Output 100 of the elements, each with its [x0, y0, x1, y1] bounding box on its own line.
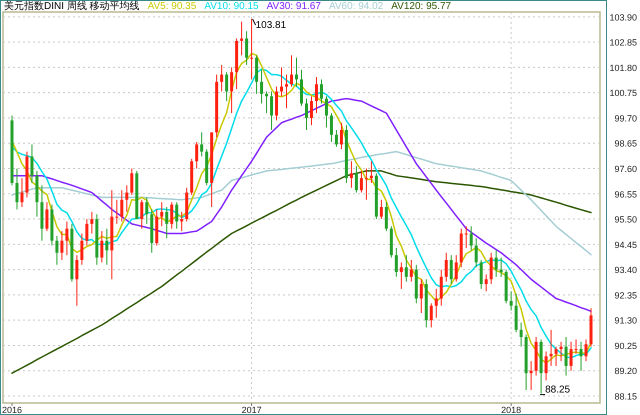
candlestick	[80, 233, 84, 266]
candlestick	[304, 98, 308, 130]
candlestick	[15, 168, 18, 210]
candlestick	[330, 112, 333, 143]
x-tick-label: 2018	[501, 405, 522, 415]
candlestick	[30, 144, 34, 184]
candlestick	[60, 230, 64, 260]
candlestick	[544, 350, 548, 381]
candlestick	[265, 90, 268, 114]
candlestick	[100, 230, 104, 263]
candlestick	[295, 57, 298, 88]
candlestick	[165, 206, 168, 239]
candlestick	[464, 226, 468, 248]
candlestick	[410, 259, 413, 282]
candlestick	[350, 160, 353, 188]
text: AV30: 91.67	[266, 1, 322, 12]
candlestick	[340, 122, 343, 150]
candlestick	[85, 218, 88, 246]
y-tick-label: 88.15	[614, 392, 637, 402]
candlestick	[170, 202, 174, 230]
candlestick	[550, 329, 553, 366]
candlestick	[484, 274, 488, 292]
candlestick	[584, 338, 588, 362]
candlestick	[120, 190, 124, 222]
candlestick	[364, 168, 368, 200]
text: AV60: 94.02	[328, 1, 384, 12]
candlestick	[400, 262, 403, 290]
candlestick	[490, 252, 493, 285]
candlestick	[280, 66, 284, 97]
y-tick-label: 99.70	[614, 113, 637, 124]
y-tick-label: 94.45	[614, 240, 637, 250]
candlestick	[245, 30, 248, 66]
chart-title: 美元指数DINI 周线 移动平均线	[4, 0, 140, 12]
candlestick	[225, 72, 228, 102]
candlestick	[285, 74, 288, 109]
candlestick	[444, 252, 448, 282]
candlestick	[580, 341, 583, 372]
y-tick-label: 93.40	[614, 265, 637, 276]
candlestick	[65, 220, 68, 256]
candlestick	[130, 168, 134, 196]
candlestick	[454, 254, 458, 282]
candlestick	[115, 199, 118, 224]
candlestick	[324, 96, 328, 128]
candlestick	[470, 226, 473, 251]
candlestick	[494, 250, 498, 278]
candlestick	[180, 211, 184, 232]
y-tick-label: 101.80	[609, 62, 637, 73]
candlestick	[440, 269, 443, 306]
candlestick	[394, 247, 398, 278]
annotation: 103.81	[256, 20, 287, 31]
line-series	[11, 170, 592, 374]
candlestick	[560, 341, 563, 362]
y-tick-label: 100.75	[609, 88, 637, 98]
x-tick-label: 2016	[2, 405, 22, 415]
candlestick	[354, 166, 358, 194]
candlestick	[250, 18, 254, 80]
text: AV10: 90.15	[204, 1, 260, 12]
candlestick	[384, 202, 388, 232]
candlestick	[140, 199, 144, 230]
candlestick	[334, 129, 338, 148]
candlestick	[175, 202, 178, 230]
candlestick	[370, 160, 373, 184]
x-tick-label: 2017	[242, 405, 262, 415]
candlestick	[474, 238, 478, 268]
candlestick	[310, 96, 313, 126]
y-tick-label: 98.65	[614, 138, 637, 149]
y-tick-label: 103.90	[609, 12, 637, 22]
y-tick-label: 97.60	[614, 164, 637, 174]
candlestick	[270, 90, 274, 130]
candlestick	[574, 338, 578, 354]
y-tick-label: 89.20	[614, 366, 637, 376]
candlestick	[420, 278, 423, 314]
candlestick	[20, 178, 24, 208]
candlestick	[45, 202, 48, 232]
y-tick-label: 91.30	[614, 316, 637, 326]
candlestick	[530, 360, 533, 390]
candlestick	[125, 184, 128, 212]
candlestick	[105, 228, 108, 266]
candlestick	[554, 346, 558, 366]
candlestick	[75, 254, 78, 306]
candlestick	[55, 235, 58, 266]
candlestick	[404, 254, 408, 282]
candlestick	[90, 211, 94, 234]
candlestick	[240, 21, 244, 56]
candlestick	[195, 142, 198, 169]
candlestick	[290, 54, 294, 88]
annotation: 88.25	[545, 384, 571, 396]
candlestick	[480, 259, 483, 290]
candlestick	[434, 288, 438, 318]
line-series	[11, 98, 592, 312]
candlestick	[360, 170, 363, 194]
y-tick-label: 92.35	[614, 290, 637, 300]
candlestick	[200, 132, 204, 157]
candlestick	[320, 78, 323, 104]
y-tick-label: 90.25	[614, 340, 637, 351]
candlestick	[570, 341, 573, 372]
y-tick-label: 95.50	[614, 214, 637, 225]
candlestick	[520, 322, 523, 348]
text: AV5: 90.35	[148, 1, 197, 12]
candlestick	[510, 290, 513, 312]
